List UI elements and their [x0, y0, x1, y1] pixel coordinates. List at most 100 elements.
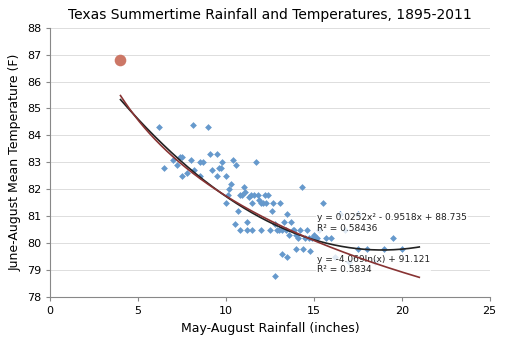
- Point: [199, 159, 207, 165]
- Point: [275, 227, 283, 233]
- Point: [256, 197, 264, 203]
- Point: [271, 273, 279, 278]
- Point: [229, 157, 237, 163]
- Point: [213, 173, 221, 179]
- Point: [236, 227, 244, 233]
- Point: [254, 192, 262, 198]
- Point: [280, 219, 288, 224]
- Point: [248, 200, 257, 205]
- Point: [278, 251, 286, 257]
- Point: [257, 200, 265, 205]
- Point: [245, 195, 253, 200]
- Text: y = 0.0252x² - 0.9518x + 88.735
R² = 0.58436: y = 0.0252x² - 0.9518x + 88.735 R² = 0.5…: [317, 213, 467, 233]
- Point: [117, 57, 125, 63]
- Point: [336, 211, 344, 216]
- Point: [262, 200, 270, 205]
- Point: [195, 173, 204, 179]
- Point: [213, 152, 221, 157]
- Point: [345, 259, 353, 265]
- Point: [305, 235, 313, 240]
- Point: [327, 235, 335, 240]
- Point: [205, 125, 213, 130]
- Point: [397, 246, 406, 251]
- Point: [239, 184, 247, 189]
- Point: [301, 235, 309, 240]
- Point: [246, 192, 255, 198]
- Point: [238, 192, 246, 198]
- Point: [252, 159, 260, 165]
- Point: [354, 246, 362, 251]
- Point: [315, 227, 323, 233]
- Text: y = -4.069ln(x) + 91.121
R² = 0.5834: y = -4.069ln(x) + 91.121 R² = 0.5834: [317, 255, 430, 274]
- Point: [241, 189, 249, 195]
- Point: [178, 154, 186, 160]
- Point: [283, 211, 291, 216]
- Point: [178, 173, 186, 179]
- Point: [312, 235, 320, 240]
- Point: [217, 165, 225, 170]
- Point: [276, 200, 284, 205]
- Point: [363, 246, 371, 251]
- Point: [259, 200, 267, 205]
- Point: [264, 192, 272, 198]
- Point: [261, 192, 269, 198]
- Point: [371, 259, 379, 265]
- Point: [195, 159, 204, 165]
- Point: [169, 157, 177, 163]
- Point: [257, 227, 265, 233]
- Point: [176, 154, 184, 160]
- Point: [236, 192, 244, 198]
- Point: [224, 192, 232, 198]
- Point: [283, 254, 291, 259]
- Point: [297, 184, 306, 189]
- Point: [188, 122, 196, 127]
- Point: [271, 222, 279, 227]
- Point: [308, 235, 316, 240]
- Point: [218, 159, 226, 165]
- Point: [268, 208, 276, 214]
- Point: [289, 227, 297, 233]
- Point: [222, 173, 230, 179]
- Point: [285, 232, 293, 238]
- Point: [155, 125, 163, 130]
- Point: [187, 157, 195, 163]
- Point: [303, 227, 311, 233]
- Point: [331, 254, 339, 259]
- Point: [206, 152, 214, 157]
- Point: [299, 246, 308, 251]
- Point: [248, 227, 257, 233]
- Point: [215, 165, 223, 170]
- X-axis label: May-August Rainfall (inches): May-August Rainfall (inches): [181, 322, 359, 335]
- Point: [380, 246, 388, 251]
- Point: [336, 211, 344, 216]
- Point: [269, 200, 277, 205]
- Title: Texas Summertime Rainfall and Temperatures, 1895-2011: Texas Summertime Rainfall and Temperatur…: [68, 8, 472, 22]
- Point: [173, 162, 181, 168]
- Point: [319, 200, 327, 205]
- Point: [322, 235, 330, 240]
- Point: [243, 227, 251, 233]
- Point: [190, 168, 198, 173]
- Y-axis label: June-August Mean Temperature (F): June-August Mean Temperature (F): [9, 54, 21, 271]
- Point: [292, 232, 300, 238]
- Point: [290, 227, 298, 233]
- Point: [313, 235, 321, 240]
- Point: [231, 222, 239, 227]
- Point: [183, 170, 191, 176]
- Point: [292, 246, 300, 251]
- Point: [243, 219, 251, 224]
- Point: [306, 249, 314, 254]
- Point: [232, 162, 240, 168]
- Point: [161, 165, 169, 170]
- Point: [250, 192, 258, 198]
- Point: [287, 219, 295, 224]
- Point: [222, 200, 230, 205]
- Point: [296, 227, 304, 233]
- Point: [234, 208, 242, 214]
- Point: [354, 211, 362, 216]
- Point: [208, 168, 216, 173]
- Point: [282, 227, 290, 233]
- Point: [389, 235, 397, 240]
- Point: [341, 227, 349, 233]
- Point: [227, 181, 235, 187]
